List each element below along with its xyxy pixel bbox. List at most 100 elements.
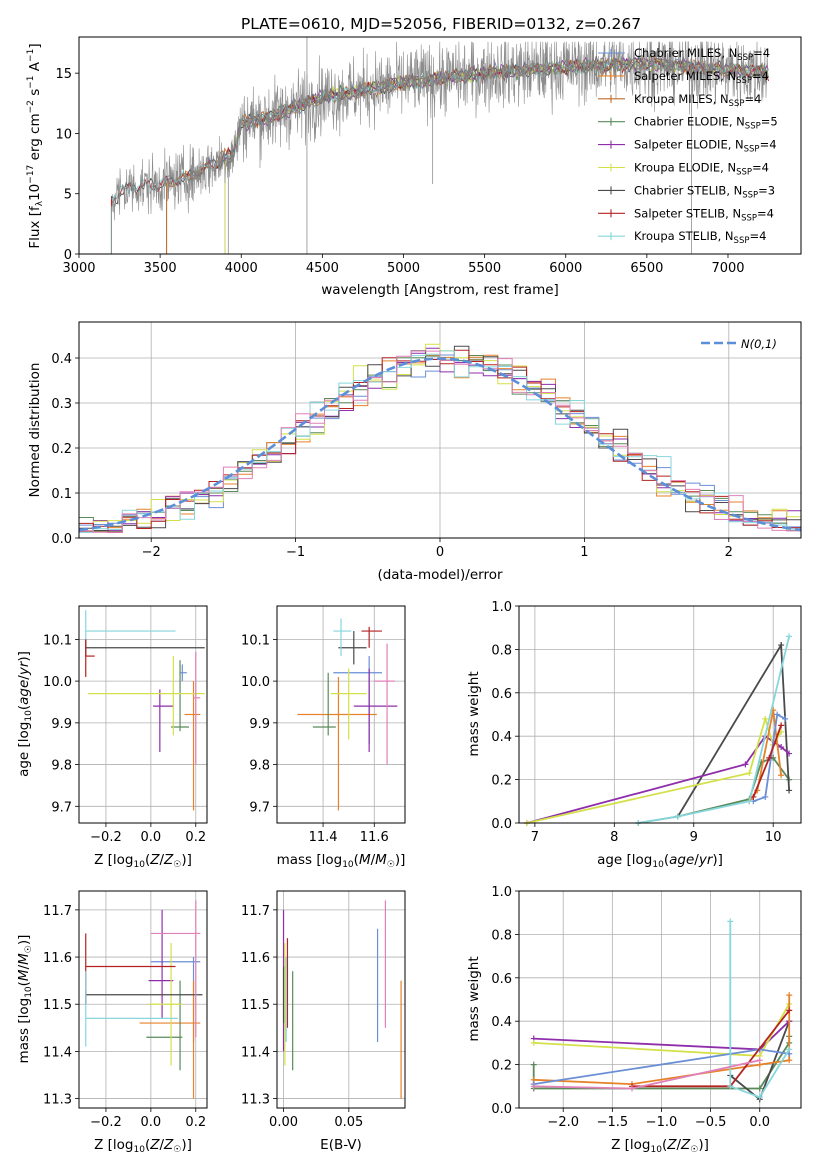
mass-vs-ebv-errorbars — [282, 900, 402, 1099]
weight-point-marker — [774, 711, 781, 718]
weight-point-marker — [530, 1083, 537, 1090]
y-tick-label: 11.3 — [241, 1093, 270, 1108]
x-tick-label: 0.0 — [749, 1115, 770, 1130]
residual-histogram — [79, 350, 801, 533]
legend-entry: Salpeter STELIB, NSSP=4 — [634, 206, 774, 223]
y-tick-label: 5 — [64, 188, 72, 203]
weight-point-marker — [530, 1039, 537, 1046]
y-tick-label: 1.0 — [491, 885, 512, 900]
weight-point-marker — [762, 793, 769, 800]
x-tick-label: −0.2 — [90, 830, 122, 845]
x-tick-label: 6500 — [630, 261, 663, 276]
x-tick-label: −2 — [142, 545, 161, 560]
y-tick-label: 11.5 — [241, 998, 270, 1013]
y-tick-label: 10.0 — [241, 675, 270, 690]
weight-point-marker — [746, 798, 753, 805]
y-tick-label: 0.6 — [491, 972, 512, 987]
weight-point-marker — [756, 1057, 763, 1064]
x-tick-label: 5500 — [468, 261, 501, 276]
legend-entry: Chabrier STELIB, NSSP=3 — [634, 183, 775, 200]
x-tick-label: 1 — [580, 545, 588, 560]
legend-entry: Kroupa MILES, NSSP=4 — [634, 92, 761, 109]
legend-entry: Kroupa ELODIE, NSSP=4 — [634, 161, 769, 178]
weight-vs-Z-lines — [530, 918, 793, 1103]
age-vs-mass-errorbars — [297, 618, 398, 811]
y-tick-label: 9.9 — [51, 717, 72, 732]
weight-point-marker — [786, 1057, 793, 1064]
y-tick-label: 11.4 — [43, 1045, 72, 1060]
weight-series-line — [729, 921, 790, 1099]
legend-entry: Chabrier ELODIE, NSSP=5 — [634, 115, 778, 132]
y-tick-label: 11.6 — [43, 951, 72, 966]
x-tick-label: 4000 — [225, 261, 258, 276]
residual-xlabel: (data-model)/error — [377, 567, 503, 583]
spectrum-xlabel: wavelength [Angstrom, rest frame] — [321, 282, 559, 298]
y-tick-label: 15 — [55, 67, 72, 82]
x-tick-label: −1.0 — [646, 1115, 678, 1130]
mass-vs-Z-errorbars — [85, 900, 203, 1099]
mass-vs-ebv-panel: 0.00 0.05 11.3 11.4 11.5 11.6 11.7 E(B-V) — [241, 890, 406, 1153]
x-tick-label: 7000 — [711, 261, 744, 276]
y-tick-label: 0.8 — [491, 643, 512, 658]
y-tick-label: 9.8 — [51, 759, 72, 774]
weight-point-marker — [786, 1007, 793, 1014]
x-tick-label: −0.2 — [90, 1115, 122, 1130]
y-tick-label: 9.7 — [249, 800, 270, 815]
spectrum-lines — [110, 37, 770, 254]
x-tick-label: 0.00 — [269, 1115, 298, 1130]
weight-point-marker — [786, 1046, 793, 1053]
x-tick-label: −0.5 — [695, 1115, 727, 1130]
y-tick-label: 0.2 — [51, 442, 72, 457]
mass-vs-Z-xlabel: Z [log10(Z/Z☉)] — [94, 1137, 192, 1155]
y-tick-label: 0.0 — [491, 1102, 512, 1117]
x-tick-label: −1 — [286, 545, 305, 560]
x-tick-label: 6000 — [549, 261, 582, 276]
y-tick-label: 9.9 — [249, 717, 270, 732]
weight-point-marker — [786, 787, 793, 794]
y-tick-label: 0.4 — [491, 730, 512, 745]
mass-vs-ebv-xlabel: E(B-V) — [320, 1137, 362, 1153]
x-tick-label: 8 — [610, 830, 618, 845]
weight-point-marker — [530, 1061, 537, 1068]
residual-panel: −2 −1 0 1 2 0.0 0.1 0.2 0.3 0.4 (data-model)/erro… — [27, 321, 802, 583]
y-tick-label: 10 — [55, 127, 72, 142]
y-tick-label: 11.4 — [241, 1045, 270, 1060]
x-tick-label: 0.0 — [141, 1115, 162, 1130]
weight-point-marker — [786, 750, 793, 757]
weight-vs-age-panel: 7 8 9 10 0.0 0.2 0.4 0.6 0.8 1.0 age [log10(age/y… — [466, 600, 802, 870]
y-tick-label: 11.6 — [241, 951, 270, 966]
weight-vs-age-xlabel: age [log10(age/yr)] — [597, 852, 723, 870]
y-tick-label: 0.1 — [51, 487, 72, 502]
weight-point-marker — [756, 1094, 763, 1101]
x-tick-label: 3000 — [62, 261, 95, 276]
y-tick-label: 0.6 — [491, 687, 512, 702]
weight-point-marker — [778, 722, 785, 729]
weight-point-marker — [778, 772, 785, 779]
x-tick-label: 11.6 — [360, 830, 389, 845]
x-tick-label: −2.0 — [547, 1115, 579, 1130]
legend-entry: Chabrier MILES, NSSP=4 — [634, 46, 770, 63]
figure-title: PLATE=0610, MJD=52056, FIBERID=0132, z=0… — [241, 15, 641, 33]
y-tick-label: 9.7 — [51, 800, 72, 815]
y-tick-label: 10.0 — [43, 675, 72, 690]
y-tick-label: 11.3 — [43, 1093, 72, 1108]
spectrum-ylabel: Flux [fλ10−17 erg cm−2 s−1 A−1] — [26, 43, 45, 248]
age-vs-mass-panel: 11.4 11.6 9.7 9.8 9.9 10.0 10.1 mass [log10(M/… — [241, 605, 406, 870]
y-tick-label: 0.0 — [491, 817, 512, 832]
weight-point-marker — [766, 754, 773, 761]
y-tick-label: 11.7 — [43, 904, 72, 919]
weight-point-marker — [778, 642, 785, 649]
age-vs-Z-errorbars — [85, 610, 205, 811]
spectrum-panel: 3000 3500 4000 4500 5000 5500 6000 6500 7000 0 5 10… — [26, 36, 802, 298]
weight-point-marker — [674, 813, 681, 820]
weight-vs-Z-panel: −2.0 −1.5 −1.0 −0.5 0.0 0.0 0.2 0.4 0.6 0.8 1.0 Z … — [466, 885, 802, 1155]
weight-point-marker — [746, 770, 753, 777]
legend-entry: Salpeter ELODIE, NSSP=4 — [634, 138, 777, 155]
x-tick-label: 2 — [725, 545, 733, 560]
weight-point-marker — [782, 715, 789, 722]
weight-series-line — [752, 713, 786, 803]
normal-distribution-curve — [78, 357, 802, 532]
age-vs-Z-xlabel: Z [log10(Z/Z☉)] — [94, 852, 192, 870]
residual-legend-label: N(0,1) — [741, 337, 777, 351]
